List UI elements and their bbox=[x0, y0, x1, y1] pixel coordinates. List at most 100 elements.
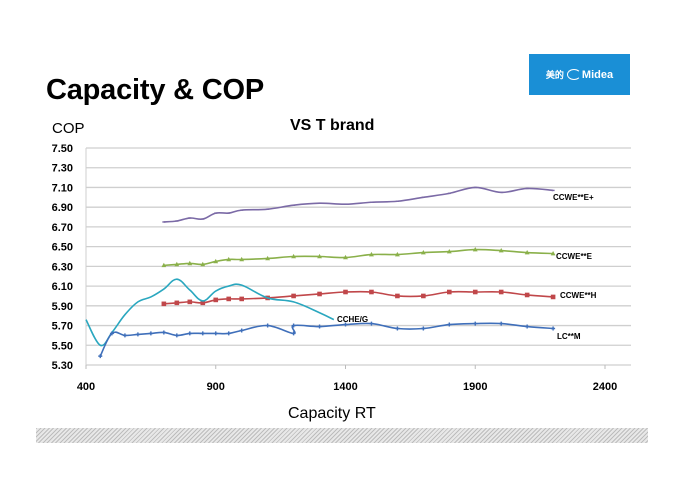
y-tick-label: 6.70 bbox=[52, 222, 73, 234]
y-axis-label: COP bbox=[52, 120, 85, 137]
grid-lines bbox=[86, 147, 631, 366]
data-point bbox=[369, 251, 374, 257]
data-point bbox=[343, 289, 348, 295]
data-point bbox=[499, 321, 504, 326]
series-line bbox=[99, 322, 554, 357]
series-ccwe-e bbox=[162, 186, 555, 223]
data-point bbox=[317, 291, 322, 297]
midea-swoosh-icon bbox=[566, 69, 581, 80]
data-point bbox=[213, 331, 218, 336]
series-ccwe-h bbox=[161, 289, 556, 307]
data-point bbox=[200, 331, 205, 336]
data-point bbox=[200, 300, 206, 306]
x-tick-label: 1900 bbox=[463, 381, 487, 393]
data-point bbox=[343, 254, 348, 260]
slide-title: Capacity & COP bbox=[46, 74, 264, 106]
x-tick-label: 900 bbox=[207, 381, 225, 393]
series-group bbox=[85, 186, 556, 359]
x-tick-label: 2400 bbox=[593, 381, 617, 393]
data-point bbox=[421, 326, 426, 331]
y-tick-label: 5.90 bbox=[52, 301, 73, 313]
data-point bbox=[239, 328, 244, 333]
labels-group: CCWE**E+ CCWE**E CCWE**H CCHE/G LC**M bbox=[337, 193, 597, 341]
data-point bbox=[472, 246, 478, 252]
x-axis-label: Capacity RT bbox=[288, 405, 376, 422]
midea-logo: 美的 Midea bbox=[529, 54, 630, 95]
data-point bbox=[317, 324, 322, 329]
data-point bbox=[109, 331, 114, 336]
data-point bbox=[239, 256, 245, 262]
y-tick-label: 7.30 bbox=[52, 163, 73, 175]
series-label-lc-m: LC**M bbox=[557, 332, 581, 341]
series-label-ccwe-e: CCWE**E+ bbox=[553, 193, 594, 202]
data-point bbox=[226, 296, 232, 302]
data-point bbox=[187, 331, 192, 336]
data-point bbox=[291, 253, 296, 259]
y-tick-label: 7.10 bbox=[52, 182, 73, 194]
data-point bbox=[395, 251, 400, 257]
data-point bbox=[550, 294, 556, 300]
data-point bbox=[498, 247, 504, 253]
data-point bbox=[421, 293, 426, 299]
series-line bbox=[85, 278, 335, 347]
x-tick-label: 400 bbox=[77, 381, 95, 393]
y-tick-label: 6.50 bbox=[52, 242, 73, 254]
data-point bbox=[226, 256, 232, 262]
series-line bbox=[163, 290, 554, 305]
data-point bbox=[343, 322, 348, 327]
y-tick-label: 6.90 bbox=[52, 202, 73, 214]
data-point bbox=[161, 330, 166, 335]
data-point bbox=[148, 331, 153, 336]
data-point bbox=[135, 332, 140, 337]
data-point bbox=[472, 289, 478, 295]
series-label-cche-g: CCHE/G bbox=[337, 315, 368, 324]
data-point bbox=[446, 248, 452, 254]
y-tick-label: 6.10 bbox=[52, 281, 73, 293]
data-point bbox=[551, 326, 556, 331]
data-point bbox=[226, 331, 231, 336]
data-point bbox=[265, 323, 270, 328]
data-point bbox=[291, 323, 296, 328]
data-point bbox=[161, 262, 167, 268]
data-point bbox=[317, 253, 322, 259]
series-ccwe-e bbox=[161, 246, 556, 268]
series-cche-g bbox=[85, 278, 335, 347]
data-point bbox=[291, 331, 296, 336]
data-point bbox=[161, 301, 167, 307]
data-point bbox=[498, 289, 504, 295]
data-point bbox=[524, 249, 530, 255]
series-label-ccwe-h: CCWE**H bbox=[560, 291, 597, 300]
decorative-hatch-bar bbox=[36, 428, 648, 443]
data-point bbox=[265, 255, 271, 261]
data-point bbox=[395, 293, 400, 299]
data-point bbox=[213, 258, 219, 264]
data-point bbox=[369, 289, 374, 295]
x-tick-label: 1400 bbox=[333, 381, 357, 393]
logo-chinese-text: 美的 bbox=[545, 70, 564, 80]
data-point bbox=[473, 321, 478, 326]
data-point bbox=[239, 296, 244, 302]
series-line bbox=[163, 186, 554, 223]
data-point bbox=[174, 300, 180, 306]
data-point bbox=[174, 261, 180, 267]
y-tick-label: 5.50 bbox=[52, 340, 73, 352]
chart-title: VS T brand bbox=[290, 117, 375, 134]
series-label-ccwe-e: CCWE**E bbox=[556, 252, 593, 261]
y-tick-label: 5.30 bbox=[52, 360, 73, 372]
y-tick-label: 6.30 bbox=[52, 261, 73, 273]
data-point bbox=[447, 289, 452, 295]
logo-brand-text: Midea bbox=[581, 68, 614, 81]
data-point bbox=[200, 261, 206, 267]
y-tick-label: 7.50 bbox=[52, 143, 73, 155]
data-point bbox=[550, 250, 556, 256]
y-tick-label: 5.70 bbox=[52, 321, 73, 333]
series-line bbox=[163, 248, 554, 267]
data-point bbox=[369, 321, 374, 326]
data-point bbox=[525, 324, 530, 329]
data-point bbox=[174, 333, 179, 338]
data-point bbox=[291, 293, 296, 299]
data-point bbox=[447, 322, 452, 327]
axes: 5.30 5.50 5.70 5.90 6.10 6.30 6.50 6.70 6.90 7.10… bbox=[52, 143, 618, 393]
data-point bbox=[122, 333, 127, 338]
